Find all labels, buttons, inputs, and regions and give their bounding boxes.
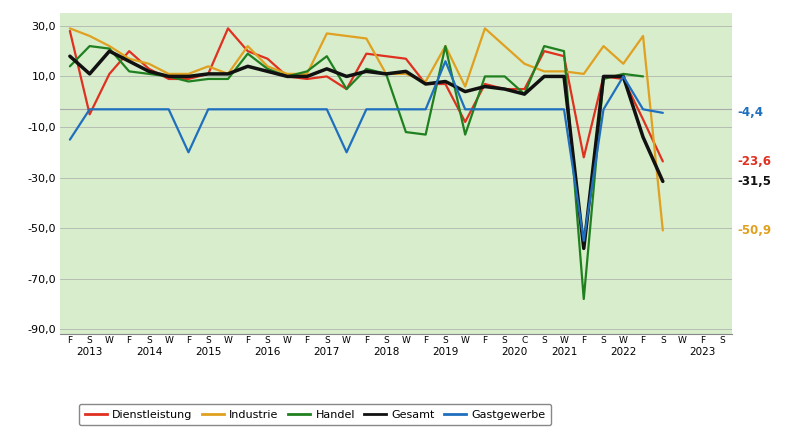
Text: 2015: 2015 [195, 347, 222, 357]
Text: 2022: 2022 [610, 347, 637, 357]
Text: 2019: 2019 [432, 347, 458, 357]
Text: 2017: 2017 [314, 347, 340, 357]
Text: -4,4: -4,4 [737, 106, 763, 119]
Text: -31,5: -31,5 [737, 175, 771, 188]
Text: 2016: 2016 [254, 347, 281, 357]
Text: 2020: 2020 [502, 347, 528, 357]
Text: 2018: 2018 [373, 347, 399, 357]
Text: 2014: 2014 [136, 347, 162, 357]
Text: 2023: 2023 [689, 347, 715, 357]
Text: 2021: 2021 [551, 347, 577, 357]
Text: -23,6: -23,6 [737, 155, 771, 168]
Legend: Dienstleistung, Industrie, Handel, Gesamt, Gastgewerbe: Dienstleistung, Industrie, Handel, Gesam… [79, 404, 551, 425]
Text: -50,9: -50,9 [737, 224, 771, 237]
Text: 2013: 2013 [77, 347, 103, 357]
